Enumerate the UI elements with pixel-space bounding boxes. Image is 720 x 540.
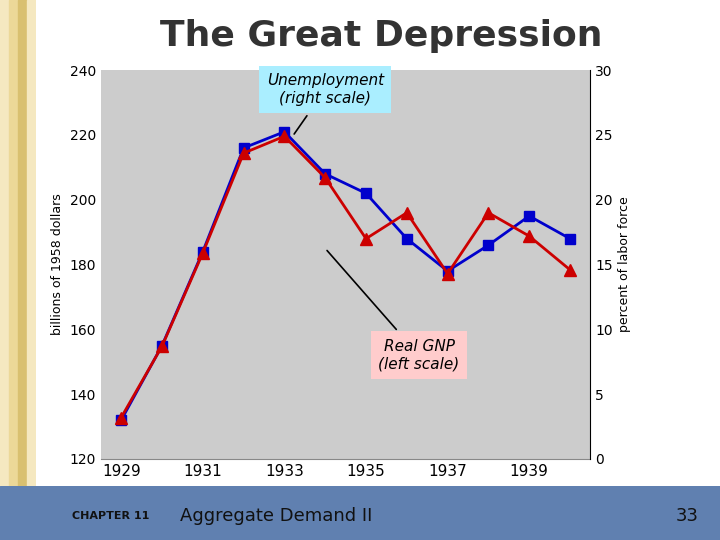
Bar (27, 0, 36, 486)
Y-axis label: billions of 1958 dollars: billions of 1958 dollars (51, 194, 64, 335)
Bar (18, 0, 27, 486)
Text: Unemployment
(right scale): Unemployment (right scale) (266, 73, 384, 134)
Text: Aggregate Demand II: Aggregate Demand II (180, 507, 372, 525)
Text: 33: 33 (675, 507, 698, 525)
Bar (9, 0, 18, 486)
Text: CHAPTER 11: CHAPTER 11 (72, 511, 149, 521)
Text: The Great Depression: The Great Depression (161, 19, 603, 53)
Bar (0, 0, 9, 486)
Y-axis label: percent of labor force: percent of labor force (618, 197, 631, 333)
Text: Real GNP
(left scale): Real GNP (left scale) (327, 251, 459, 372)
